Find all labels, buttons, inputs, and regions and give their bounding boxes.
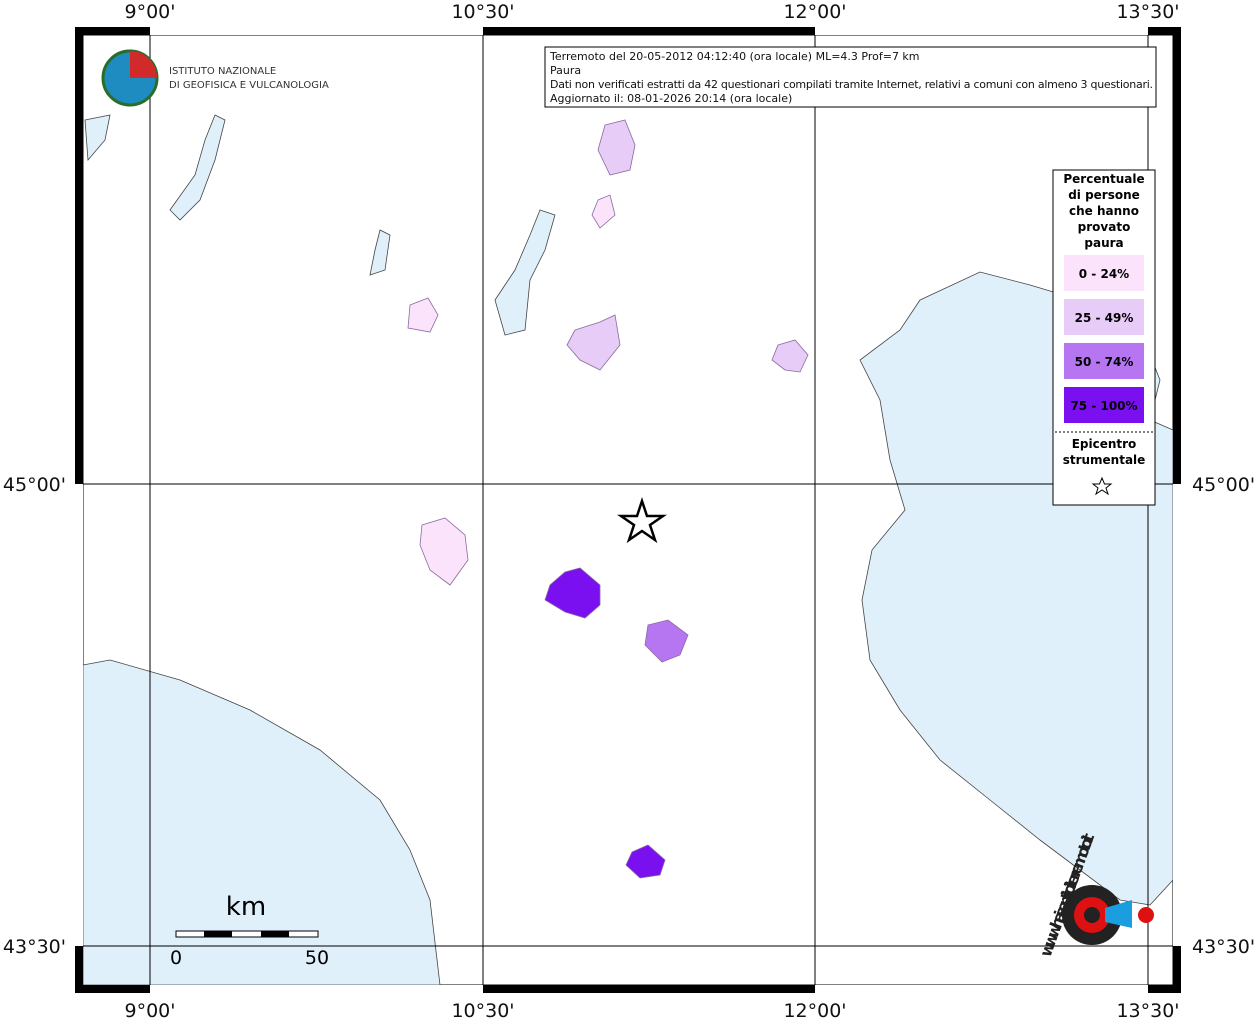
legend-epicenter: strumentale [1063,453,1146,467]
scale-unit: km [226,892,266,922]
longitude-label: 10°30' [451,1,514,23]
legend-label: 75 - 100% [1070,399,1137,413]
logo: ISTITUTO NAZIONALE DI GEOFISICA E VULCAN… [101,49,329,107]
logo-text: ISTITUTO NAZIONALE [169,66,276,77]
legend-title: Percentuale [1063,172,1144,186]
legend-swatch [1064,255,1144,291]
longitude-label: 9°00' [125,1000,176,1022]
legend-label: 25 - 49% [1075,311,1134,325]
municipalities [407,119,809,879]
legend-swatch [1064,387,1144,423]
latitude-label: 43°30' [1192,936,1255,958]
legend-label: 0 - 24% [1079,267,1129,281]
legend-swatch [1064,343,1144,379]
info-line: Dati non verificati estratti da 42 quest… [550,78,1153,91]
legend: Percentuale di persone che hanno provato pau… [1052,169,1156,506]
latitude-label: 45°00' [3,474,66,496]
info-line: Terremoto del 20-05-2012 04:12:40 (ora l… [549,50,920,63]
scale-tick: 50 [305,947,329,969]
scale-bar: km 0 50 [170,892,329,969]
axes: 9°00' 9°00' 10°30' 10°30' 12°00' 12°00' 13°30'… [3,1,1255,1022]
info-line: Paura [550,64,581,77]
longitude-label: 12°00' [783,1000,846,1022]
longitude-label: 9°00' [125,1,176,23]
longitude-label: 10°30' [451,1000,514,1022]
longitude-label: 13°30' [1116,1,1179,23]
latitude-label: 43°30' [3,936,66,958]
legend-star [1091,476,1113,496]
latitude-label: 45°00' [1192,474,1255,496]
frame-border [75,27,1181,993]
legend-swatch [1064,299,1144,335]
scale-tick: 0 [170,947,182,969]
legend-title: paura [1084,236,1123,250]
info-line: Aggiornato il: 08-01-2026 20:14 (ora loc… [550,92,792,105]
epicenter-star [616,497,668,544]
longitude-label: 13°30' [1116,1000,1179,1022]
logo-text: DI GEOFISICA E VULCANOLOGIA [169,80,329,91]
legend-epicenter: Epicentro [1072,437,1137,451]
longitude-label: 12°00' [783,1,846,23]
legend-title: di persone [1068,188,1140,202]
info-box [544,46,1157,108]
legend-title: che hanno [1069,204,1139,218]
legend-label: 50 - 74% [1075,355,1134,369]
legend-title: provato [1078,220,1131,234]
